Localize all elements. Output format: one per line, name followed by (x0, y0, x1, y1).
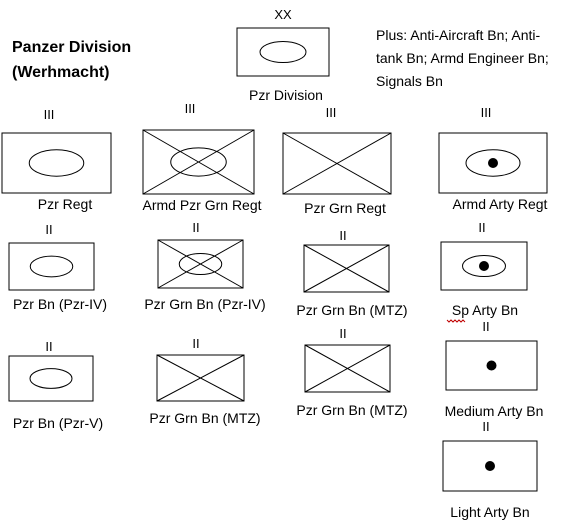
echelon-marker: XX (274, 7, 292, 22)
unit-label: Pzr Grn Bn (MTZ) (296, 402, 407, 418)
armor-oval-icon (465, 149, 521, 177)
unit-frame (1, 132, 112, 194)
armor-oval-icon (29, 255, 74, 278)
armor-oval-icon (462, 254, 506, 278)
infantry-cross-line (142, 129, 255, 195)
artillery-dot-icon (486, 360, 497, 371)
echelon-marker: II (192, 336, 199, 351)
unit-pzr-bn-pzr-v: II Pzr Bn (Pzr-V) (8, 339, 103, 431)
unit-label: Pzr Grn Bn (MTZ) (296, 302, 407, 318)
unit-pzr-grn-bn-mtz-3: II Pzr Grn Bn (MTZ) (296, 326, 407, 418)
unit-sp-arty-bn: II Sp Arty Bn (440, 220, 528, 318)
diagram-title-line-2: (Werhmacht) (12, 64, 110, 81)
infantry-cross-line (157, 239, 244, 289)
infantry-cross-line (304, 344, 391, 393)
unit-pzr-grn-regt: III Pzr Grn Regt (282, 105, 392, 216)
unit-label: Pzr Grn Bn (MTZ) (149, 410, 260, 426)
unit-medium-arty-bn: II Medium Arty Bn (445, 319, 544, 419)
infantry-cross-line (282, 132, 392, 195)
echelon-marker: III (44, 107, 55, 122)
armor-oval-icon (29, 368, 73, 389)
infantry-cross-line (156, 354, 245, 402)
unit-pzr-grn-bn-mtz-2: II Pzr Grn Bn (MTZ) (149, 336, 260, 426)
artillery-dot-icon (488, 158, 498, 168)
echelon-marker: III (481, 105, 492, 120)
armor-oval-icon (28, 149, 85, 177)
armor-oval-icon (259, 40, 307, 64)
unit-label: Armd Arty Regt (453, 196, 548, 212)
unit-label: Light Arty Bn (450, 504, 529, 520)
echelon-marker: II (45, 222, 52, 237)
unit-pzr-division: XX Pzr Division (236, 7, 330, 103)
unit-light-arty-bn: II Light Arty Bn (442, 419, 538, 520)
unit-label: Medium Arty Bn (445, 403, 544, 419)
unit-armd-arty-regt: III Armd Arty Regt (438, 105, 548, 212)
echelon-marker: II (478, 220, 485, 235)
unit-pzr-regt: III Pzr Regt (1, 107, 112, 212)
note-line-3: Signals Bn (376, 73, 443, 89)
unit-label: Pzr Regt (38, 196, 93, 212)
echelon-marker: III (326, 105, 337, 120)
infantry-cross-line (303, 244, 390, 293)
unit-frame (8, 242, 95, 291)
diagram-title-line-1: Panzer Division (12, 39, 131, 56)
armor-oval-icon (170, 147, 227, 177)
echelon-marker: II (482, 419, 489, 434)
echelon-marker: II (482, 319, 489, 334)
echelon-marker: II (339, 326, 346, 341)
unit-frame (8, 355, 94, 402)
echelon-marker: II (339, 228, 346, 243)
unit-label: Pzr Division (249, 87, 323, 103)
unit-label: Armd Pzr Grn Regt (142, 197, 261, 213)
unit-label: Pzr Grn Regt (304, 200, 386, 216)
artillery-dot-icon (479, 261, 489, 271)
armor-oval-icon (178, 252, 223, 276)
echelon-marker: III (185, 101, 196, 116)
echelon-marker: II (192, 220, 199, 235)
unit-pzr-bn-pzr-iv: II Pzr Bn (Pzr-IV) (8, 222, 107, 312)
echelon-marker: II (45, 339, 52, 354)
unit-frame (236, 27, 330, 77)
note-line-2: tank Bn; Armd Engineer Bn; (376, 50, 549, 66)
unit-label: Pzr Grn Bn (Pzr-IV) (144, 296, 265, 312)
note-line-1: Plus: Anti-Aircraft Bn; Anti- (376, 27, 541, 43)
artillery-dot-icon (485, 461, 495, 471)
unit-label: Pzr Bn (Pzr-V) (13, 415, 103, 431)
unit-label: Pzr Bn (Pzr-IV) (13, 296, 107, 312)
spellcheck-squiggle (446, 319, 466, 323)
unit-label: Sp Arty Bn (452, 302, 518, 318)
unit-pzr-grn-bn-pzr-iv: II Pzr Grn Bn (Pzr-IV) (144, 220, 265, 312)
unit-pzr-grn-bn-mtz-1: II Pzr Grn Bn (MTZ) (296, 228, 407, 318)
unit-armd-pzr-grn-regt: III Armd Pzr Grn Regt (142, 101, 261, 213)
